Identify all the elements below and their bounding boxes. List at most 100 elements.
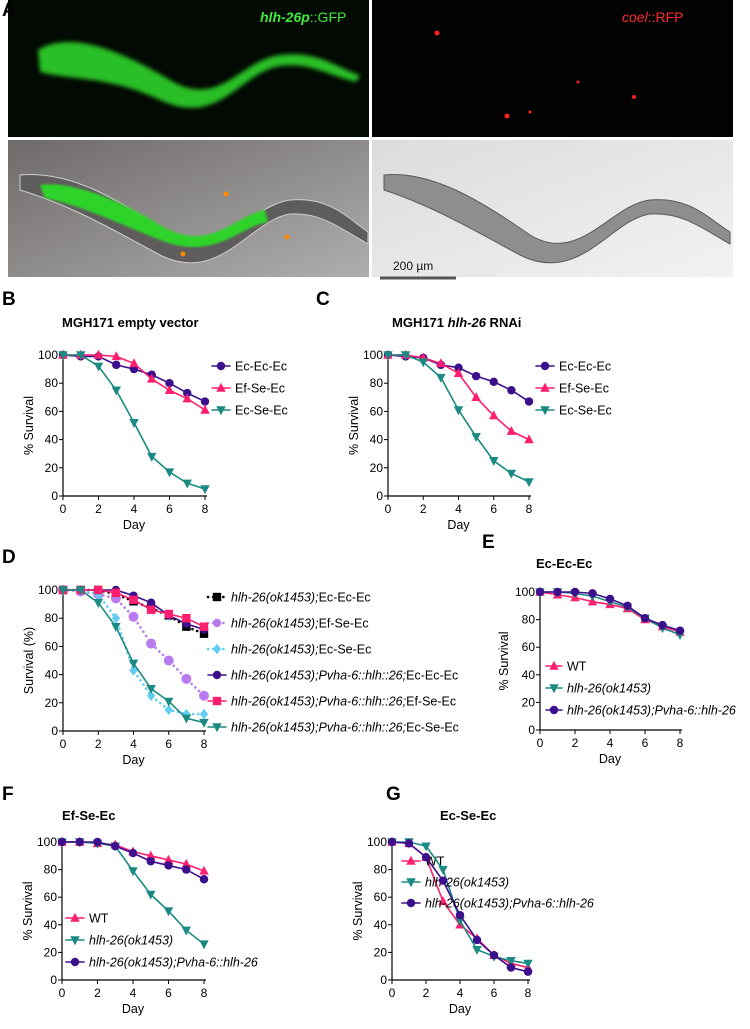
data-point xyxy=(570,587,580,597)
x-tick-label: 6 xyxy=(491,986,498,1000)
x-tick-label: 4 xyxy=(131,502,138,516)
legend-label-text: Ef-Se-Ec xyxy=(235,382,285,396)
data-point xyxy=(128,867,138,877)
data-point xyxy=(524,434,534,444)
data-point xyxy=(129,358,139,368)
data-point xyxy=(387,837,397,847)
y-tick-label: 80 xyxy=(44,863,58,877)
data-point xyxy=(436,373,446,383)
svg-text:hlh-26p::GFP: hlh-26p::GFP xyxy=(260,9,346,25)
data-point xyxy=(181,858,191,868)
x-tick-label: 0 xyxy=(385,502,392,516)
data-point xyxy=(93,598,103,608)
legend-label-text: hlh-26(ok1453);Pvha-6::hlh-26 xyxy=(567,704,736,718)
legend-label: hlh-26(ok1453);Pvha-6::hlh::26;Ef-Se-Ec xyxy=(231,695,456,709)
data-point xyxy=(199,629,209,638)
data-point xyxy=(549,660,559,670)
series-line xyxy=(61,588,206,698)
svg-text:coel::RFP: coel::RFP xyxy=(622,9,683,25)
y-tick-label: 20 xyxy=(45,461,59,475)
legend-label-italic: hlh-26(ok1453); xyxy=(231,617,319,631)
legend-label: hlh-26(ok1453) xyxy=(89,934,173,948)
data-point xyxy=(212,670,222,680)
x-tick-label: 0 xyxy=(59,986,66,1000)
data-point xyxy=(76,351,86,361)
rfp-image: coel::RFP xyxy=(372,0,733,137)
legend-item: hlh-26(ok1453);Pvha-6::hlh-26 xyxy=(65,956,258,970)
data-point xyxy=(111,386,121,396)
data-point xyxy=(111,588,121,598)
y-tick-label: 20 xyxy=(45,696,59,710)
data-point xyxy=(200,397,210,406)
data-point xyxy=(471,371,481,381)
data-point xyxy=(199,622,209,631)
x-axis-label: Day xyxy=(447,518,470,532)
data-point xyxy=(58,351,68,361)
chart-title-text: Ef-Se-Ec xyxy=(62,808,115,823)
series-line xyxy=(62,589,205,724)
data-point xyxy=(146,890,156,900)
legend-item: hlh-26(ok1453);Ec-Ec-Ec xyxy=(206,591,371,605)
y-tick-label: 20 xyxy=(374,945,388,959)
legend-label: hlh-26(ok1453);Pvha-6::hlh-26 xyxy=(425,897,594,911)
data-point xyxy=(70,957,80,967)
legend-item: Ec-Ec-Ec xyxy=(211,360,287,374)
data-point xyxy=(524,397,534,406)
x-tick-label: 2 xyxy=(572,736,579,750)
legend-item: Ec-Se-Ec xyxy=(535,404,612,418)
x-tick-label: 4 xyxy=(607,736,614,750)
x-tick-label: 6 xyxy=(642,736,649,750)
scale-bar-label: 200 µm xyxy=(393,259,433,273)
data-point xyxy=(421,852,431,862)
chart-title-text: Ec-Ec-Ec xyxy=(536,556,592,571)
x-tick-label: 2 xyxy=(95,737,102,751)
data-point xyxy=(111,351,121,361)
legend-item: Ef-Se-Ec xyxy=(211,382,285,396)
data-point xyxy=(472,935,482,945)
data-point xyxy=(57,837,67,847)
data-point xyxy=(549,684,559,694)
series-5 xyxy=(58,586,209,728)
y-tick-label: 80 xyxy=(370,376,384,390)
data-point xyxy=(523,967,533,976)
data-point xyxy=(216,406,226,416)
x-tick-label: 0 xyxy=(389,986,396,1000)
y-axis-label: Survival (%) xyxy=(22,627,36,694)
data-point xyxy=(489,950,499,960)
data-point xyxy=(128,848,138,858)
legend-item: hlh-26(ok1453);Pvha-6::hlh-26 xyxy=(545,704,736,718)
x-tick-label: 8 xyxy=(525,986,532,1000)
y-tick-label: 80 xyxy=(374,863,388,877)
data-point xyxy=(146,690,156,701)
data-point xyxy=(94,585,103,595)
x-tick-label: 2 xyxy=(94,986,101,1000)
chart-title: MGH171 empty vector xyxy=(62,315,199,330)
legend-item: hlh-26(ok1453);Pvha-6::hlh::26;Ec-Ec-Ec xyxy=(207,669,458,683)
y-tick-label: 0 xyxy=(51,489,58,503)
data-point xyxy=(128,659,139,669)
data-point xyxy=(181,714,192,724)
data-point xyxy=(128,611,139,622)
data-point xyxy=(540,361,550,371)
chart-title-text: MGH171 xyxy=(392,315,448,330)
y-tick-label: 0 xyxy=(51,724,58,738)
data-point xyxy=(111,841,120,851)
legend-label: hlh-26(ok1453);Ec-Se-Ec xyxy=(231,643,371,657)
data-point xyxy=(540,406,550,416)
data-point xyxy=(163,907,174,917)
x-tick-label: 2 xyxy=(95,502,102,516)
data-point xyxy=(199,718,209,728)
gfp-label-rest: ::GFP xyxy=(310,9,347,25)
y-tick-label: 40 xyxy=(45,433,59,447)
chart-panel-e: E Ec-Ec-Ec 0 20 40 60 80 100 0 2 4 6 8 Day % Survival W… xyxy=(482,532,736,766)
y-tick-label: 40 xyxy=(522,668,536,682)
chart-title: Ec-Se-Ec xyxy=(440,808,496,823)
rfp-label-italic: coel xyxy=(622,9,649,25)
data-point xyxy=(182,393,192,403)
chart-title-text: Ec-Se-Ec xyxy=(440,808,496,823)
y-tick-label: 80 xyxy=(45,611,59,625)
y-tick-label: 40 xyxy=(374,918,388,932)
data-point xyxy=(436,358,446,368)
legend-label-text: hlh-26(ok1453) xyxy=(89,934,173,948)
